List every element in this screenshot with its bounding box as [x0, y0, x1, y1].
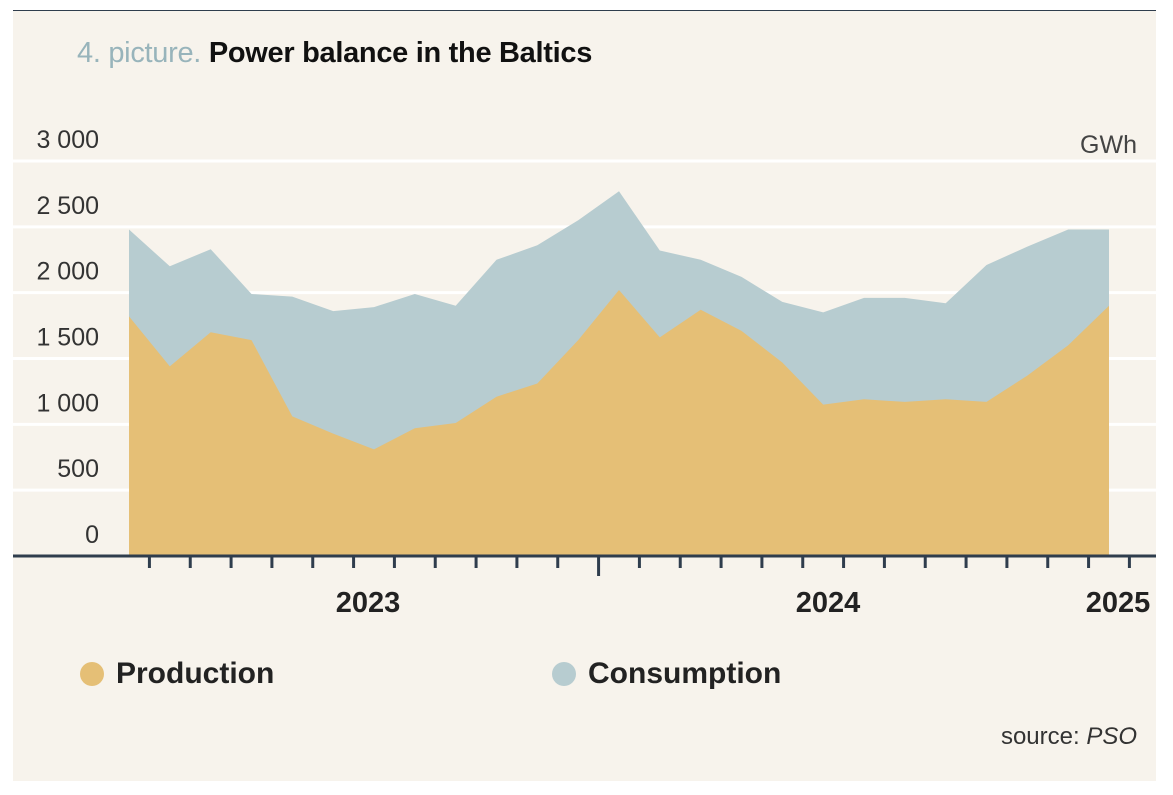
chart-title: 4. picture. Power balance in the Baltics — [77, 37, 592, 70]
source-name: PSO — [1086, 723, 1137, 750]
y-tick-label: 3 000 — [36, 126, 99, 154]
y-tick-label: 1 000 — [36, 389, 99, 417]
legend-label-consumption: Consumption — [588, 657, 782, 690]
title-text: Power balance in the Baltics — [208, 37, 593, 69]
figure-number: 4. picture. — [77, 37, 202, 69]
x-year-label: 2025 — [1086, 587, 1151, 619]
x-year-label: 2024 — [796, 587, 861, 619]
source-label: source: — [1000, 723, 1080, 750]
legend-item-production: Production — [80, 657, 274, 691]
y-tick-label: 2 000 — [36, 258, 99, 286]
legend-swatch-production — [80, 662, 104, 686]
y-tick-label: 2 500 — [36, 192, 99, 220]
y-tick-label: 0 — [85, 521, 99, 549]
legend-label-production: Production — [116, 657, 275, 690]
production-area — [129, 290, 1109, 556]
unit-label: GWh — [1080, 131, 1137, 159]
legend-swatch-consumption — [552, 662, 576, 686]
source-note: source: PSO — [1001, 723, 1137, 751]
legend: Production Consumption — [13, 657, 1156, 697]
chart-card: 4. picture. Power balance in the Baltics… — [13, 10, 1156, 781]
area-chart: 3 000 2 500 2 000 1 500 1 000 500 0 2023 2024 202… — [13, 126, 1156, 619]
x-year-label: 2023 — [336, 587, 401, 619]
legend-item-consumption: Consumption — [552, 657, 781, 691]
y-tick-label: 1 500 — [36, 324, 99, 352]
y-tick-label: 500 — [57, 455, 99, 483]
